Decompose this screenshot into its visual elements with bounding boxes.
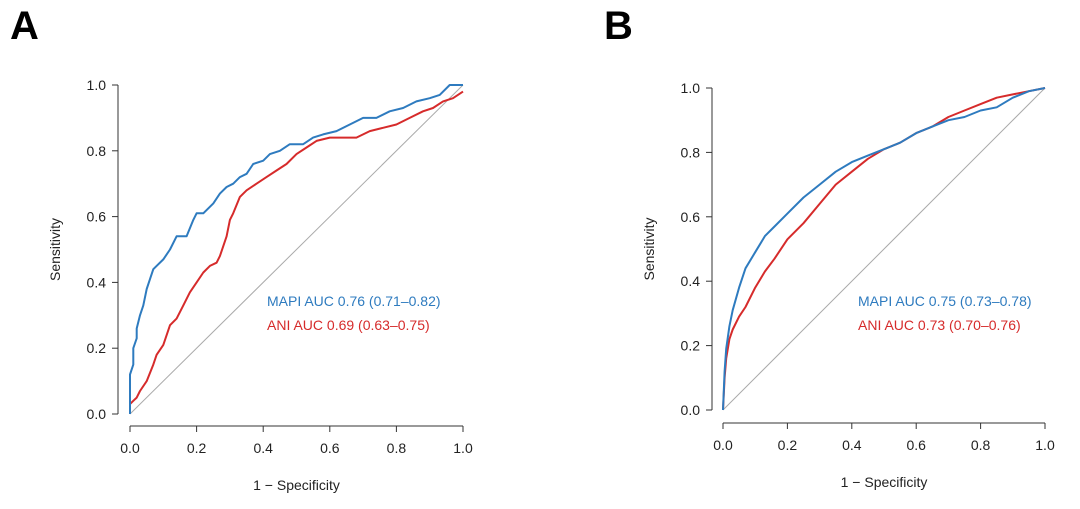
panel-letter-b: B	[604, 4, 633, 48]
chart-b-x-axis-label: 1 − Specificity	[841, 474, 928, 490]
chart-a-x-tick-label: 1.0	[453, 440, 473, 456]
chart-a-y-tick-label: 0.4	[87, 274, 107, 290]
chart-a-x-axis-label: 1 − Specificity	[253, 477, 340, 493]
chart-b-y-tick-label: 0.8	[681, 144, 701, 160]
chart-b-series-mapi-line	[722, 87, 1046, 411]
chart-b-x-tick-label: 0.4	[842, 437, 862, 453]
chart-a-legend-mapi: MAPI AUC 0.76 (0.71–0.82)	[267, 293, 441, 309]
chart-a-x-tick-label: 0.0	[120, 440, 140, 456]
chart-b-y-tick-label: 0.2	[681, 338, 701, 354]
chart-b-reference-line	[722, 87, 1046, 411]
chart-a-x-tick-label: 0.2	[187, 440, 207, 456]
chart-b-series-ani-line	[722, 87, 1046, 411]
chart-a-legend-ani: ANI AUC 0.69 (0.63–0.75)	[267, 317, 430, 333]
chart-b-legend-ani: ANI AUC 0.73 (0.70–0.76)	[858, 317, 1021, 333]
chart-b-x-tick-label: 0.0	[713, 437, 733, 453]
chart-b-y-tick-label: 0.0	[681, 402, 701, 418]
chart-b-x-tick-label: 0.8	[971, 437, 991, 453]
chart-a-reference-line	[129, 84, 464, 415]
chart-b-y-axis-label: Sensitivity	[641, 217, 657, 280]
chart-a-y-tick-label: 1.0	[87, 77, 107, 93]
chart-b-y-tick-label: 0.6	[681, 209, 701, 225]
chart-b-y-tick-label: 1.0	[681, 80, 701, 96]
chart-b-x-tick-label: 0.6	[906, 437, 926, 453]
chart-a-y-tick-label: 0.6	[87, 209, 107, 225]
chart-a-x-tick-label: 0.4	[253, 440, 273, 456]
panel-b: B 0.0 0.2 0.4 0.6 0.8 1.0 0.0 0.2 0.4 0.6 0.8 1.0 1 …	[540, 0, 1080, 504]
chart-a-y-tick-label: 0.0	[87, 406, 107, 422]
roc-chart-a: 0.0 0.2 0.4 0.6 0.8 1.0 0.0 0.2 0.4 0.6 0.8 1.0 1 − …	[47, 77, 473, 493]
chart-a-x-tick-label: 0.8	[387, 440, 407, 456]
chart-a-y-tick-label: 0.8	[87, 143, 107, 159]
chart-b-x-tick-label: 0.2	[778, 437, 798, 453]
chart-a-series-ani-line	[129, 90, 464, 414]
chart-a-series-mapi-line	[129, 84, 463, 414]
chart-a-y-tick-label: 0.2	[87, 340, 107, 356]
chart-a-y-axis-label: Sensitivity	[47, 218, 63, 281]
chart-b-legend-mapi: MAPI AUC 0.75 (0.73–0.78)	[858, 293, 1032, 309]
roc-chart-b: 0.0 0.2 0.4 0.6 0.8 1.0 0.0 0.2 0.4 0.6 0.8 1.0 1 − …	[641, 80, 1055, 490]
chart-b-x-tick-label: 1.0	[1035, 437, 1055, 453]
panel-letter-a: A	[10, 4, 39, 48]
panel-a: A 0.0 0.2 0.4 0.6 0.8 1.0 0.0 0.2 0.4 0.6 0.8 1.0 1 …	[0, 0, 540, 504]
chart-b-y-tick-label: 0.4	[681, 273, 701, 289]
chart-a-x-tick-label: 0.6	[320, 440, 340, 456]
